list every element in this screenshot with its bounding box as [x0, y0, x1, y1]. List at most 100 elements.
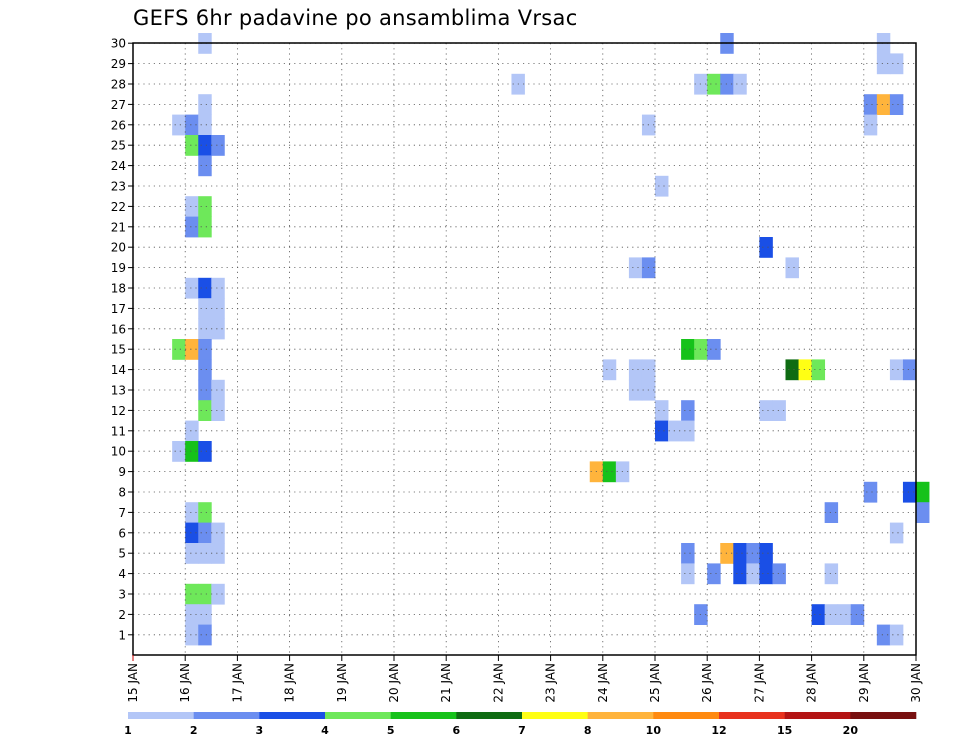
x-tick-label: 21 JAN	[439, 663, 453, 703]
y-tick-label: 7	[118, 506, 126, 520]
heat-cell	[746, 543, 760, 564]
y-tick-label: 21	[111, 220, 126, 234]
heat-cell	[746, 563, 760, 585]
heat-cell	[916, 502, 930, 523]
heat-cell	[185, 624, 199, 646]
heat-cell	[811, 359, 826, 381]
heat-cell	[785, 359, 799, 381]
plot-frame	[132, 42, 917, 656]
colorbar-swatch	[587, 712, 654, 719]
heat-cell	[198, 502, 212, 523]
heat-cell	[198, 543, 212, 564]
heat-cell	[185, 135, 199, 156]
heat-cell	[198, 196, 212, 217]
heat-cell	[198, 339, 212, 360]
heat-cell	[185, 339, 199, 360]
heat-cell	[211, 400, 225, 421]
heat-cell	[863, 114, 878, 136]
heat-cell	[681, 420, 695, 442]
x-tick-label: 27 JAN	[752, 663, 766, 703]
y-tick-label: 16	[111, 322, 126, 336]
colorbar: 1 2 3 4 5 6 7 8 10 12 15 20	[124, 712, 917, 737]
heat-cell	[889, 624, 904, 646]
heat-cell	[707, 563, 721, 585]
heat-cell	[837, 604, 852, 625]
x-tick-label: 17 JAN	[230, 663, 244, 703]
heat-cell	[655, 400, 669, 421]
colorbar-label: 1	[124, 724, 132, 737]
heat-cell	[889, 53, 904, 75]
y-tick-label: 30	[111, 37, 126, 51]
heat-cell	[185, 216, 199, 238]
heat-cell	[628, 257, 643, 279]
cells-layer	[172, 33, 930, 646]
colorbar-swatch	[325, 712, 391, 719]
heat-cell	[785, 257, 799, 279]
y-tick-label: 23	[111, 180, 126, 194]
heat-cell	[681, 400, 695, 421]
y-tick-label: 6	[118, 526, 126, 540]
heat-cell	[759, 543, 773, 564]
heat-cell	[198, 583, 212, 605]
heat-cell	[198, 298, 212, 319]
heat-cell	[759, 400, 773, 421]
y-tick-label: 26	[111, 118, 126, 132]
y-tick-label: 14	[111, 363, 126, 377]
heat-cell	[733, 543, 747, 564]
heat-cell	[759, 237, 773, 258]
heat-cell	[198, 94, 212, 115]
heat-cell	[876, 624, 891, 646]
grid-layer	[133, 42, 916, 655]
y-tick-label: 22	[111, 200, 126, 214]
heat-cell	[850, 604, 865, 625]
heat-cell	[211, 379, 225, 401]
heat-cell	[681, 543, 695, 564]
y-tick-label: 9	[118, 465, 126, 479]
x-tick-label: 19 JAN	[335, 663, 349, 703]
y-tick-label: 27	[111, 98, 126, 112]
y-tick-label: 8	[118, 486, 126, 500]
x-tick-label: 22 JAN	[491, 663, 505, 703]
heat-cell	[889, 359, 904, 381]
heat-cell	[902, 481, 917, 503]
heat-cell	[707, 339, 721, 360]
y-tick-label: 4	[118, 567, 126, 581]
y-tick-label: 18	[111, 282, 126, 296]
heat-cell	[198, 359, 212, 381]
colorbar-swatch	[456, 712, 523, 719]
heat-cell	[211, 298, 225, 319]
heat-cell	[916, 481, 930, 503]
heat-cell	[211, 522, 225, 544]
heat-cell	[772, 400, 786, 421]
heat-cell	[198, 624, 212, 646]
y-tick-label: 19	[111, 261, 126, 275]
y-tick-label: 5	[118, 547, 126, 561]
heat-cell	[172, 339, 186, 360]
heat-cell	[655, 175, 669, 197]
heat-cell	[811, 604, 826, 625]
y-tick-label: 15	[111, 343, 126, 357]
x-tick-label: 15 JAN	[126, 663, 140, 703]
colorbar-swatch	[653, 712, 720, 719]
heat-cell	[863, 94, 878, 115]
colorbar-swatch	[259, 712, 326, 719]
heat-cell	[185, 277, 199, 299]
heat-cell	[198, 114, 212, 136]
heat-cell	[628, 379, 643, 401]
heat-cell	[198, 379, 212, 401]
heat-cell	[185, 543, 199, 564]
colorbar-swatch	[193, 712, 260, 719]
heat-cell	[772, 563, 786, 585]
colorbar-label: 12	[711, 724, 726, 737]
x-tick-label: 23 JAN	[544, 663, 558, 703]
y-tick-label: 1	[118, 628, 126, 642]
y-tick-label: 24	[111, 159, 126, 173]
colorbar-label: 5	[387, 724, 395, 737]
y-tick-label: 10	[111, 445, 126, 459]
heat-cell	[185, 441, 199, 462]
heat-cell	[185, 114, 199, 136]
heat-cell	[824, 502, 839, 523]
heat-cell	[733, 563, 747, 585]
y-tick-label: 12	[111, 404, 126, 418]
